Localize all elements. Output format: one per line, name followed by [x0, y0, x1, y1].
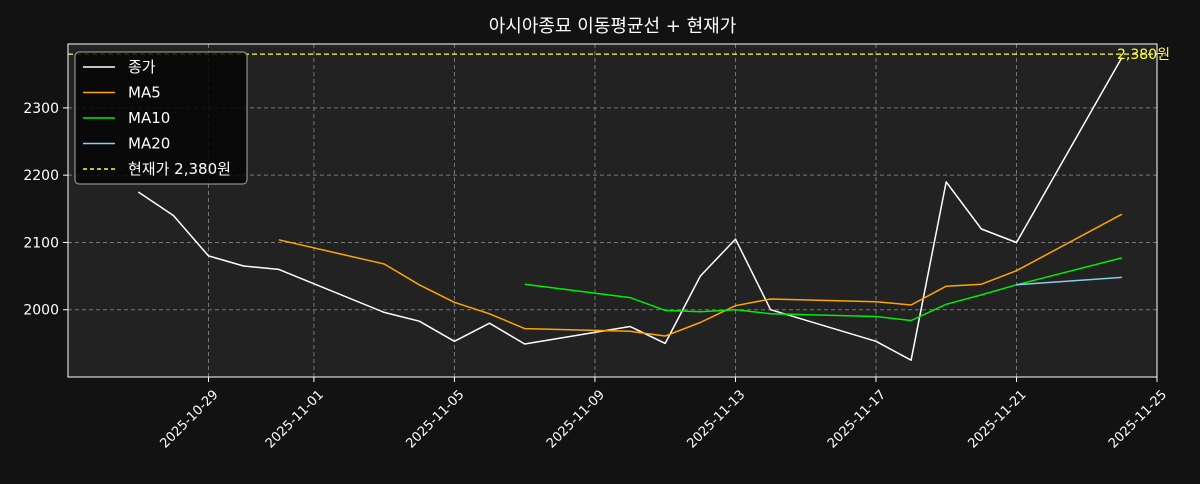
x-tick-label: 2025-11-25: [1106, 387, 1170, 451]
legend-label: MA5: [128, 84, 161, 102]
x-tick-label: 2025-11-17: [825, 387, 889, 451]
legend-label: MA10: [128, 109, 170, 127]
series-line-MA20: [1016, 276, 1122, 286]
x-tick-label: 2025-11-05: [403, 387, 467, 451]
y-tick-label: 2000: [23, 303, 59, 319]
x-tick-label: 2025-11-01: [263, 387, 327, 451]
current-price-label: 2,380원: [1117, 47, 1170, 63]
series-line-종가: [137, 57, 1123, 361]
series-line-MA5: [278, 213, 1123, 337]
x-tick-label: 2025-11-09: [544, 387, 608, 451]
x-tick-label: 2025-11-21: [965, 387, 1029, 451]
x-tick-label: 2025-11-13: [684, 387, 748, 451]
axes-frame: [67, 43, 1158, 378]
y-tick-label: 2200: [23, 168, 59, 184]
legend-label: MA20: [128, 135, 170, 153]
legend-label: 현재가 2,380원: [128, 160, 231, 178]
legend: 종가 MA5 MA10 MA20 현재가 2,380원: [74, 51, 248, 185]
y-tick-label: 2100: [23, 235, 59, 251]
x-tick-label: 2025-10-29: [158, 387, 222, 451]
plot-area: [68, 44, 1157, 377]
y-tick-label: 2300: [23, 101, 59, 117]
series-line-MA10: [524, 257, 1123, 322]
legend-box: [74, 51, 248, 185]
chart-title: 아시아종묘 이동평균선 + 현재가: [489, 16, 737, 37]
legend-label: 종가: [128, 58, 156, 76]
